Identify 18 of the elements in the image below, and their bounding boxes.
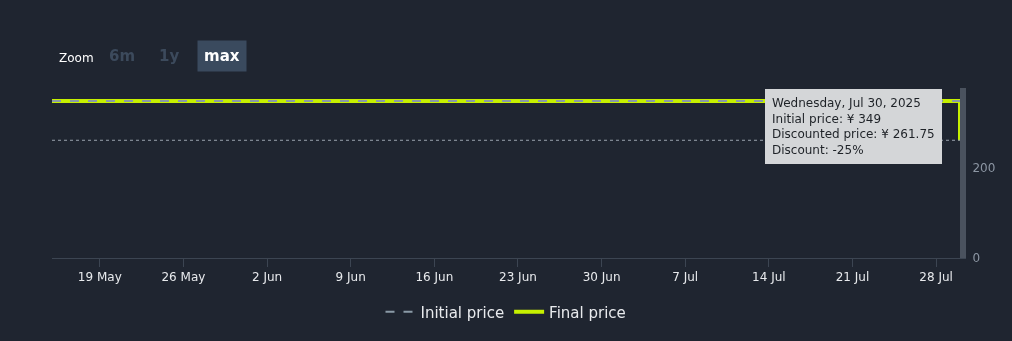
x-tick-label: 9 Jun [335,270,366,285]
x-tick-label: 16 Jun [415,270,454,285]
y-tick-label: 0 [972,251,981,266]
text: max [204,47,240,65]
x-tick-label: 23 Jun [499,270,537,285]
x-tick-label: 14 Jul [752,270,786,285]
x-tick-label: 28 Jul [919,270,953,285]
text: Zoom [59,51,94,65]
annotation: Wednesday, Jul 30, 2025 Initial price: ¥ 349 Discounted price: ¥ 261.75 Discount: -25% [772,96,935,157]
y-tick-label: 200 [972,161,996,176]
x-tick-label: 21 Jul [835,270,870,285]
legend-label: Final price [549,303,626,322]
legend-label: Initial price [420,303,505,322]
x-tick-label: 30 Jun [582,270,621,285]
x-tick-label: 2 Jun [251,270,283,285]
x-tick-label: 26 May [161,270,206,285]
x-tick-label: 7 Jul [672,270,699,285]
x-tick-label: 19 May [77,270,122,285]
